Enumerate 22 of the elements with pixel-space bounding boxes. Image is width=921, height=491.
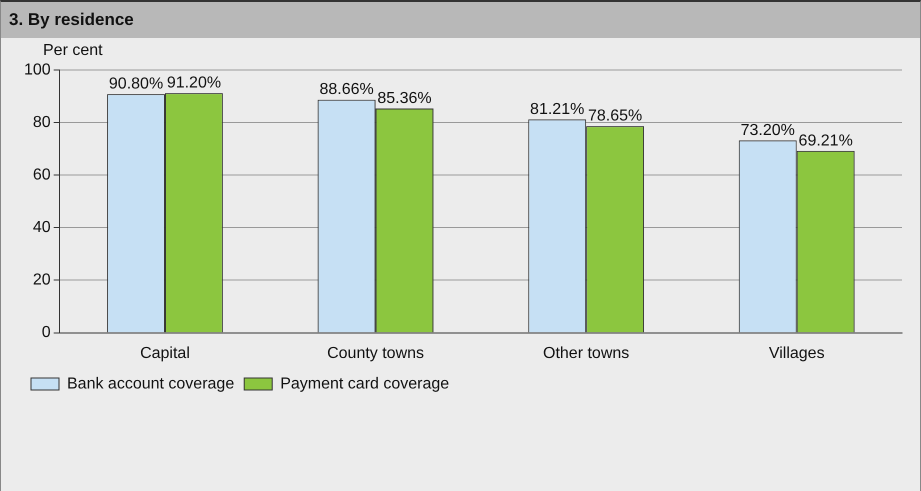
y-tick-label: 20 (32, 272, 51, 289)
data-label: 81.21% (530, 100, 584, 118)
data-label: 69.21% (798, 132, 853, 150)
y-axis-title: Per cent (43, 42, 103, 60)
data-label: 73.20% (740, 122, 795, 139)
chart-title: 3. By residence (1, 2, 920, 38)
data-label: 78.65% (588, 108, 642, 125)
x-tick-label: Capital (140, 344, 190, 362)
y-tick-label: 80 (32, 114, 51, 131)
legend-label: Bank account coverage (67, 375, 234, 392)
x-tick-label: County towns (327, 344, 424, 362)
data-label: 91.20% (166, 74, 222, 92)
x-tick-label: Villages (768, 344, 825, 362)
data-label: 88.66% (319, 81, 374, 98)
legend-label: Payment card coverage (280, 375, 450, 392)
y-tick-label: 40 (32, 219, 51, 236)
y-tick-label: 0 (42, 324, 51, 342)
y-tick-label: 100 (24, 61, 51, 78)
x-tick-label: Other towns (543, 344, 630, 362)
y-tick-label: 60 (32, 166, 51, 184)
data-label: 90.80% (108, 76, 164, 93)
data-label: 85.36% (377, 90, 432, 107)
